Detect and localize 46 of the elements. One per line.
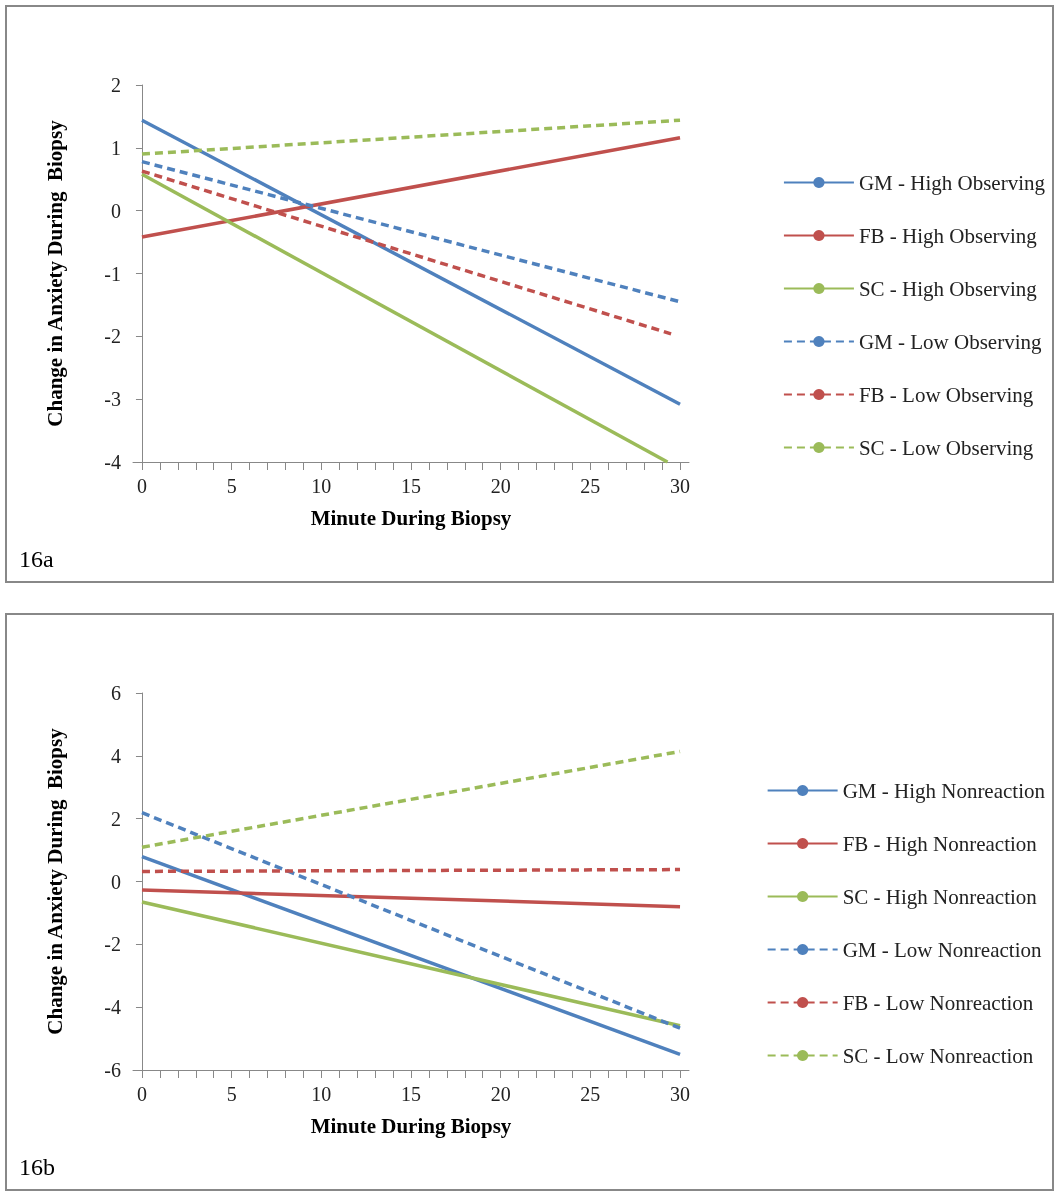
x-tick-label: 10 (311, 1083, 332, 1105)
x-tick-label: 15 (401, 1083, 421, 1105)
x-axis-title: Minute During Biopsy (310, 505, 512, 530)
y-tick-label: -1 (104, 262, 121, 285)
y-tick-label: -4 (104, 996, 121, 1019)
y-tick-label: 4 (111, 744, 121, 767)
text: 16b (19, 1154, 55, 1180)
y-tick-label: -4 (104, 451, 121, 473)
x-tick-label: 25 (580, 1083, 601, 1105)
x-tick-label: 10 (311, 475, 332, 497)
x-tick-label: 25 (580, 475, 601, 497)
y-tick-label: 0 (111, 870, 121, 893)
x-tick-label: 30 (670, 475, 691, 497)
x-tick-label: 20 (490, 475, 511, 497)
y-tick-label: 2 (111, 74, 121, 96)
x-tick-label: 5 (226, 475, 237, 497)
y-axis-title: Change in Anxiety During Biopsy (42, 727, 67, 1035)
x-tick-label: 15 (401, 475, 421, 497)
legend-label: FB - Low Nonreaction (842, 990, 1034, 1015)
y-tick-label: 6 (111, 682, 121, 704)
x-axis-title: Minute During Biopsy (310, 1113, 512, 1138)
y-tick-label: -3 (104, 388, 121, 411)
y-tick-label: 0 (111, 199, 121, 222)
legend-label: SC - High Observing (858, 276, 1038, 301)
legend-label: FB - Low Observing (858, 382, 1034, 407)
y-tick-label: 2 (111, 807, 121, 830)
x-tick-label: 0 (136, 475, 147, 497)
legend-label: SC - Low Nonreaction (842, 1043, 1034, 1068)
legend-label: FB - High Observing (858, 223, 1038, 248)
legend-label: SC - High Nonreaction (842, 884, 1038, 909)
legend-label: GM - Low Nonreaction (842, 937, 1042, 962)
y-tick-label: -2 (104, 933, 121, 956)
y-tick-label: 1 (111, 136, 121, 159)
legend-label: SC - Low Observing (858, 435, 1034, 460)
y-axis-title: Change in Anxiety During Biopsy (42, 119, 67, 427)
legend-label: GM - High Nonreaction (842, 778, 1046, 803)
y-tick-label: -2 (104, 325, 121, 348)
y-tick-label: -6 (104, 1059, 121, 1081)
legend-label: GM - Low Observing (858, 329, 1042, 354)
x-tick-label: 0 (136, 1083, 147, 1105)
x-tick-label: 20 (490, 1083, 511, 1105)
x-tick-label: 30 (670, 1083, 691, 1105)
legend-label: GM - High Observing (858, 170, 1046, 195)
x-tick-label: 5 (226, 1083, 237, 1105)
text: 16a (19, 546, 54, 572)
legend-label: FB - High Nonreaction (842, 831, 1038, 856)
